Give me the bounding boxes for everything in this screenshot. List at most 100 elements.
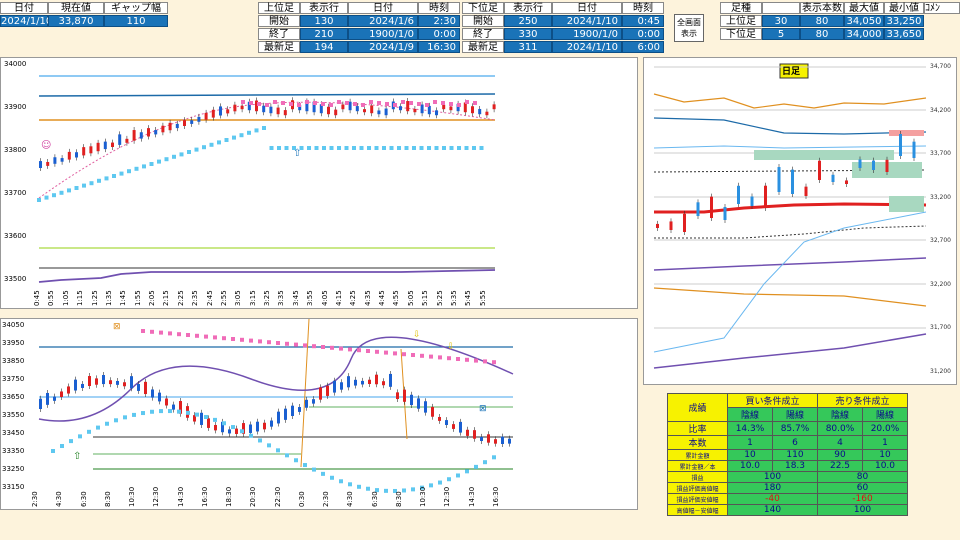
indicator-marker <box>483 359 487 364</box>
candle <box>858 159 862 168</box>
summary-buy: 140 <box>727 504 818 516</box>
candle <box>319 387 322 400</box>
indicator-marker <box>209 142 214 147</box>
x-axis-label: 5:15 <box>421 290 430 306</box>
candle <box>804 186 808 196</box>
candle <box>161 125 165 133</box>
stats-cell: 85.7% <box>772 421 818 436</box>
candle <box>132 130 136 141</box>
candle <box>200 412 203 425</box>
candle <box>89 146 93 154</box>
indicator-marker <box>179 152 184 157</box>
x-axis-label: 6:30 <box>370 491 379 507</box>
y-axis-label: 33950 <box>2 339 25 347</box>
candle <box>355 106 359 112</box>
indicator-marker <box>297 103 301 107</box>
sub-header: 陽線 <box>772 407 818 422</box>
band-line <box>653 145 927 149</box>
indicator-marker <box>247 130 251 135</box>
candle <box>363 109 366 113</box>
candle <box>165 398 168 406</box>
indicator-marker <box>464 146 469 150</box>
indicator-marker <box>401 100 405 104</box>
candle <box>384 108 388 116</box>
indicator-marker <box>344 146 349 150</box>
x-axis-label: 1:25 <box>90 290 99 306</box>
upper-header-row: 表示行 <box>300 2 348 14</box>
indicator-marker <box>449 146 454 150</box>
indicator-marker <box>52 193 56 198</box>
indicator-marker <box>231 425 235 430</box>
indicator-marker <box>303 463 307 468</box>
range-header-comment: ｺﾒﾝ <box>924 2 960 14</box>
indicator-marker <box>134 166 139 171</box>
candle <box>249 424 252 433</box>
band-line <box>653 117 927 135</box>
candle <box>818 160 821 180</box>
indicator-marker <box>232 135 236 140</box>
lower-timeframe-chart[interactable]: ⇧ ⊠ ⇩ ⇩ ⊠ 34050 33950 33850 33750 33650 33550… <box>0 318 638 510</box>
indicator-marker <box>258 438 262 443</box>
indicator-marker <box>284 146 289 150</box>
indicator-marker <box>411 353 415 357</box>
summary-label: 高値幅－安値幅 <box>667 504 728 516</box>
indicator-marker <box>44 195 49 200</box>
candle <box>103 141 107 150</box>
indicator-marker <box>240 337 244 342</box>
summary-sell: 60 <box>817 482 908 494</box>
header-gap-width: ギャップ幅 <box>104 2 168 14</box>
x-axis-label: 2:25 <box>176 290 185 306</box>
indicator-marker <box>149 162 154 166</box>
y-axis-label: 32,200 <box>930 280 951 288</box>
header-date: 日付 <box>0 2 48 14</box>
candle <box>410 394 413 406</box>
stats-cell: 10 <box>727 449 773 461</box>
candle <box>473 430 476 439</box>
candle <box>431 406 434 417</box>
upper-timeframe-chart[interactable]: ⇧ ☺ 34000 33900 33800 33700 33600 33500 0:45 0… <box>0 57 638 309</box>
candle <box>74 379 77 391</box>
upper-row-value: 210 <box>300 28 348 40</box>
x-axis-label: 5:25 <box>435 290 444 306</box>
candle <box>39 398 42 409</box>
candle <box>435 110 438 116</box>
candle <box>53 396 56 401</box>
candle <box>334 109 338 116</box>
range-header-min: 最小値 <box>884 2 924 14</box>
indicator-marker <box>359 146 364 150</box>
indicator-marker <box>204 414 208 419</box>
candle <box>456 103 460 112</box>
sub-header: 陽線 <box>862 407 908 422</box>
candle <box>389 373 392 387</box>
indicator-marker <box>299 146 304 150</box>
stats-cell: 22.5 <box>817 460 863 472</box>
daily-chart-title: 日足 <box>782 67 801 77</box>
candle <box>263 422 266 430</box>
indicator-marker <box>254 128 259 133</box>
candle <box>75 152 78 158</box>
range-row-count: 5 <box>762 28 800 40</box>
candle <box>193 415 196 422</box>
indicator-marker <box>441 101 445 105</box>
daily-chart[interactable]: 日足 34,700 34,200 33,700 33,200 32,700 32,200 3… <box>643 57 957 385</box>
x-axis-label: 0:30 <box>297 491 306 507</box>
x-axis-label: 10:30 <box>419 486 427 507</box>
candle <box>710 196 713 218</box>
indicator-marker <box>384 350 388 355</box>
indicator-marker <box>321 471 325 476</box>
indicator-marker <box>377 101 381 105</box>
y-axis-label: 33550 <box>2 411 25 419</box>
x-axis-label: 22:30 <box>273 486 282 507</box>
fullscreen-button[interactable]: 全画面 表示 <box>674 14 704 42</box>
candle <box>831 174 835 182</box>
x-axis-label: 1:55 <box>133 290 142 306</box>
indicator-marker <box>273 100 277 104</box>
lower-header-timeframe: 下位足 <box>462 2 504 14</box>
candle <box>452 424 455 429</box>
indicator-marker <box>366 486 370 491</box>
indicator-marker <box>141 329 145 333</box>
lower-date-value: 1900/1/0 <box>552 28 622 40</box>
candle <box>221 421 224 433</box>
candle <box>233 104 237 112</box>
indicator-marker <box>420 485 424 490</box>
